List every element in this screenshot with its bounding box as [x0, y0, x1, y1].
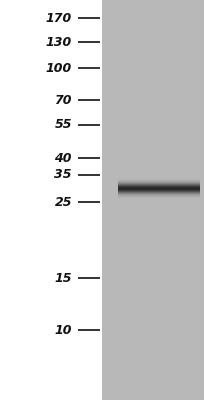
Text: 70: 70 — [54, 94, 72, 106]
Bar — [102, 0, 204, 400]
Text: 130: 130 — [46, 36, 72, 48]
Text: 55: 55 — [54, 118, 72, 132]
Text: 15: 15 — [54, 272, 72, 284]
Text: 25: 25 — [54, 196, 72, 208]
Text: 10: 10 — [54, 324, 72, 336]
Text: 100: 100 — [46, 62, 72, 74]
Text: 40: 40 — [54, 152, 72, 164]
Text: 35: 35 — [54, 168, 72, 182]
Text: 170: 170 — [46, 12, 72, 24]
